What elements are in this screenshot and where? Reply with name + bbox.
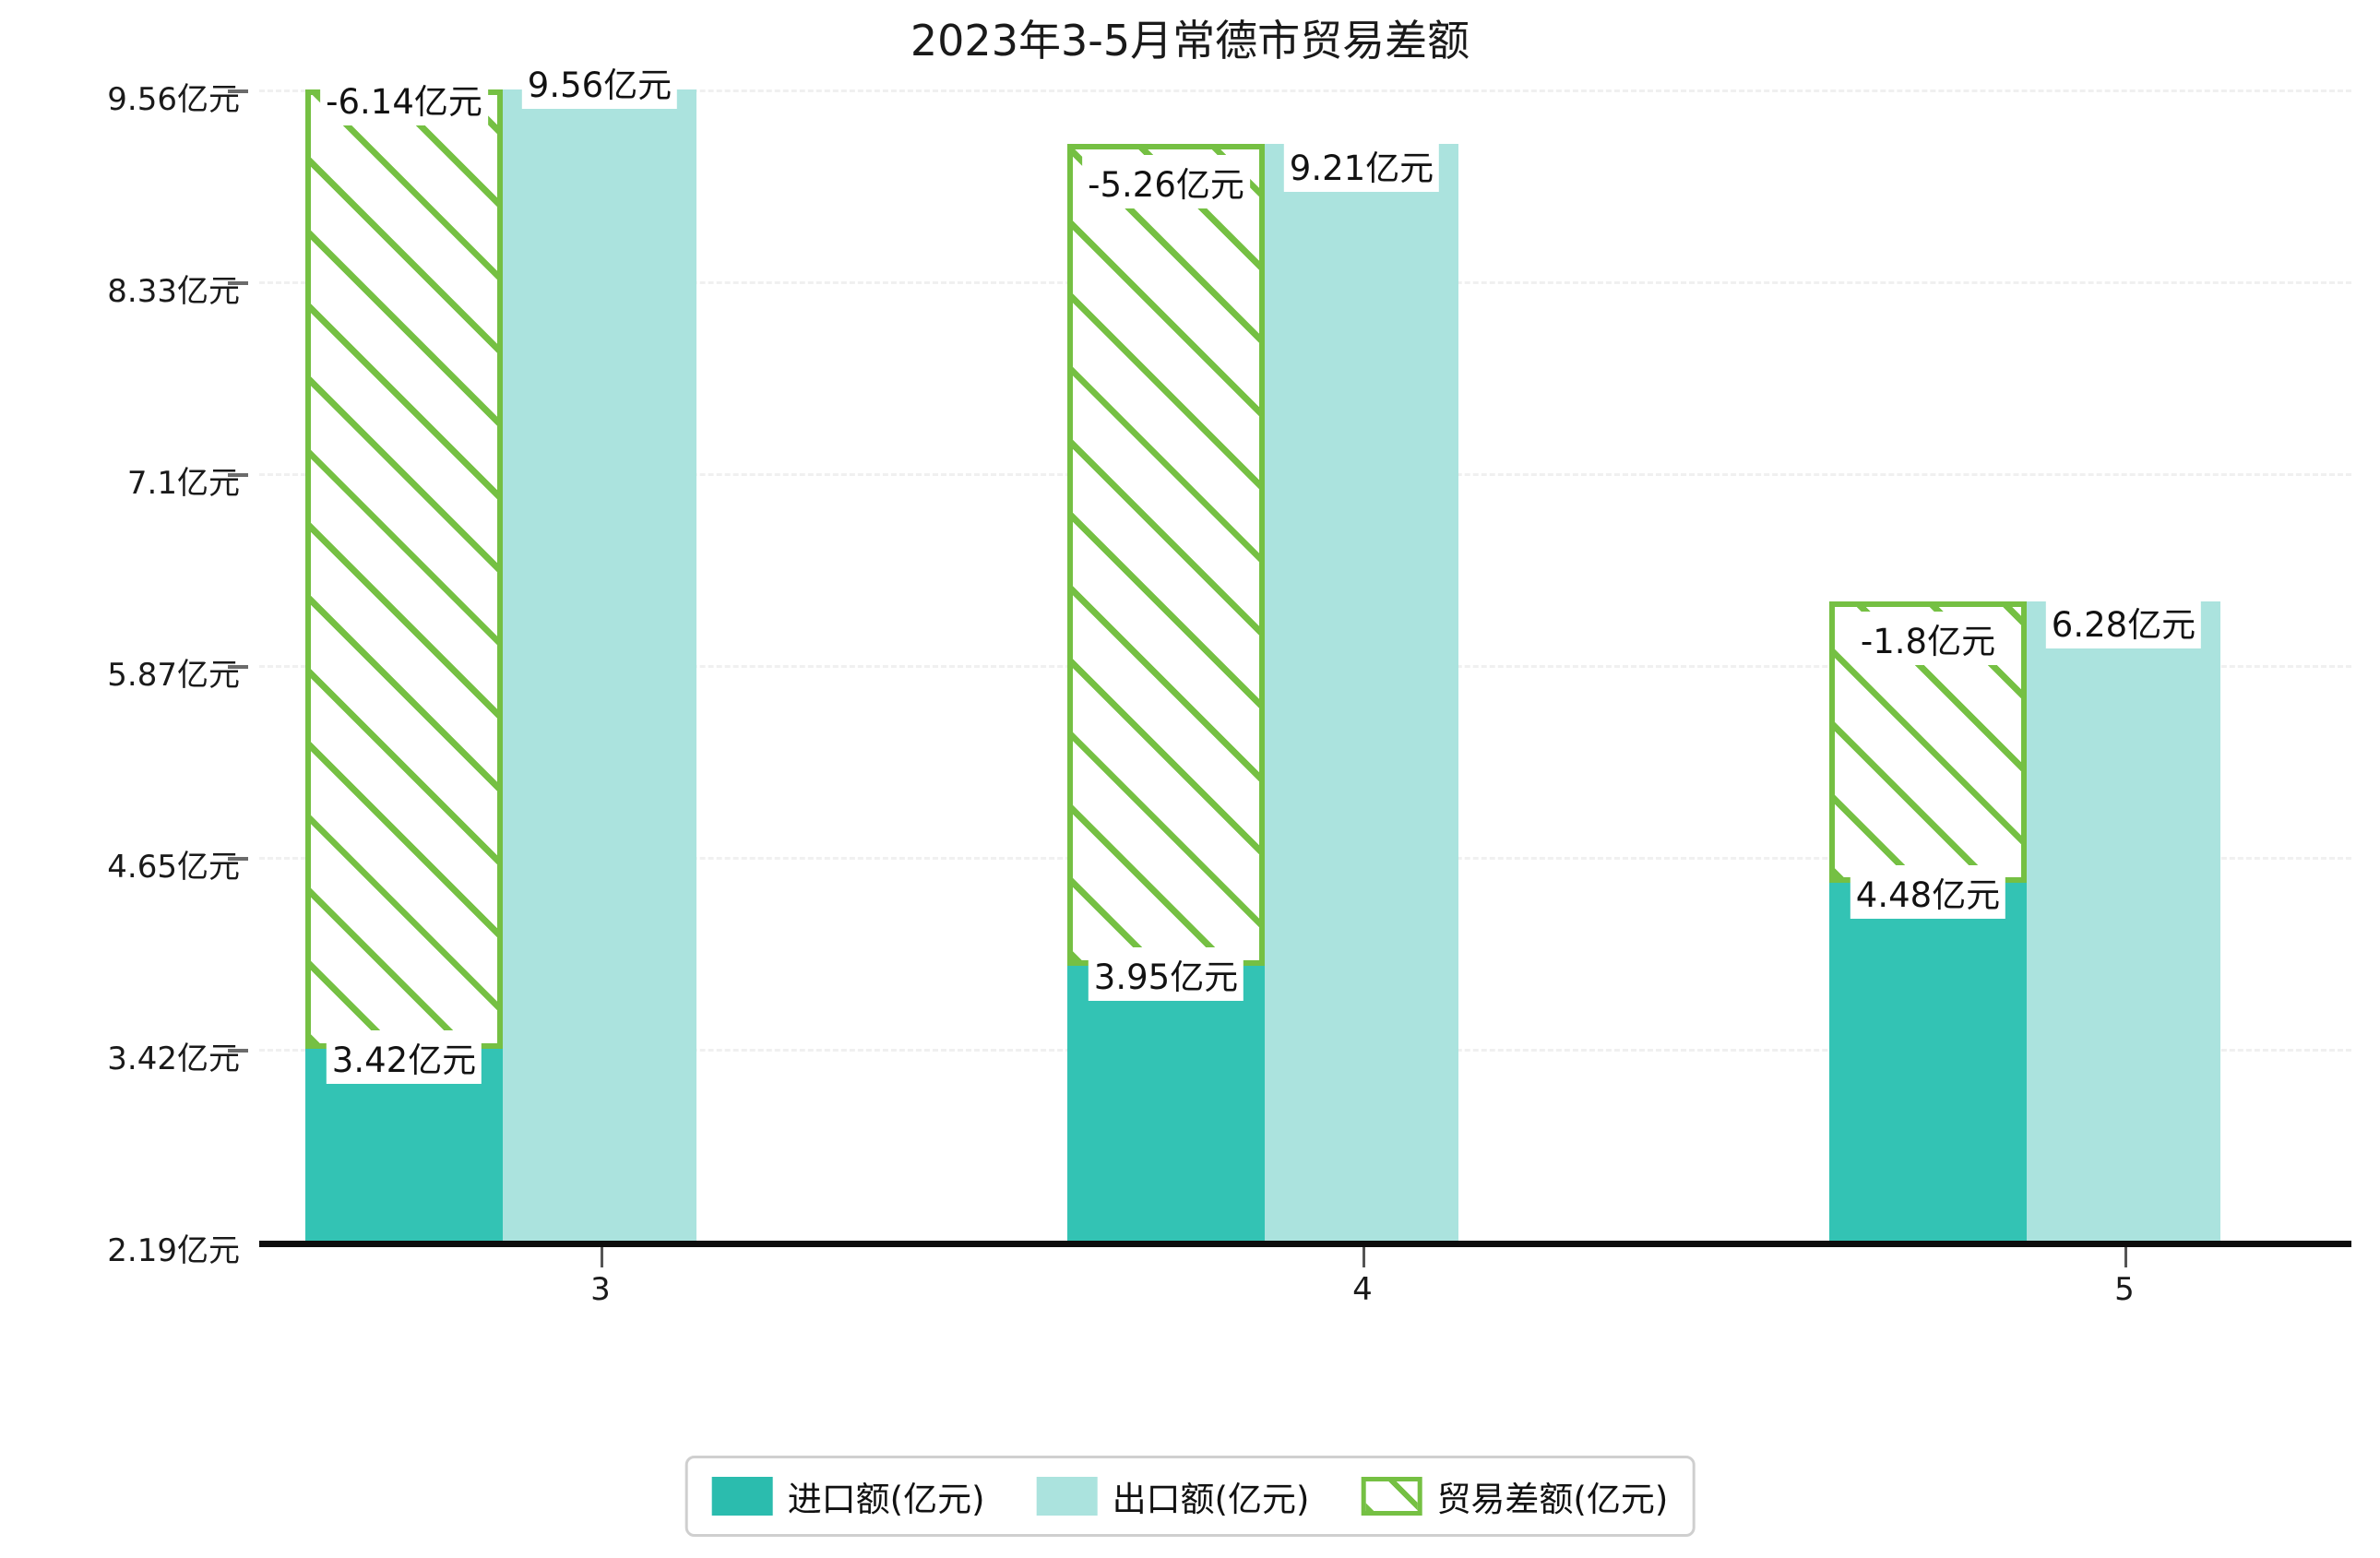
- x-tick-mark: [601, 1247, 603, 1267]
- x-tick-label-4: 4: [1352, 1271, 1373, 1308]
- label-balance-3: -6.14亿元: [320, 72, 488, 125]
- bar-balance-3[interactable]: [305, 89, 503, 1049]
- label-export-4: 9.21亿元: [1283, 138, 1440, 192]
- x-tick-label-3: 3: [590, 1271, 611, 1308]
- y-tick-label: 3.42亿元: [107, 1041, 240, 1077]
- label-export-3: 9.56亿元: [521, 55, 678, 109]
- label-import-5: 4.48亿元: [1850, 865, 2006, 919]
- x-tick-label-5: 5: [2114, 1271, 2135, 1308]
- legend-swatch-balance-icon: [1361, 1477, 1422, 1516]
- legend-swatch-import-icon: [711, 1477, 773, 1516]
- bar-import-4[interactable]: [1067, 966, 1265, 1241]
- legend-item-export[interactable]: 出口额(亿元): [1036, 1471, 1310, 1521]
- gridline: [259, 89, 2351, 92]
- label-import-4: 3.95亿元: [1088, 947, 1244, 1001]
- y-tick-label: 7.1亿元: [126, 465, 240, 502]
- label-export-5: 6.28亿元: [2045, 595, 2202, 648]
- y-tick-label: 5.87亿元: [107, 657, 240, 694]
- y-tick-label: 2.19亿元: [107, 1232, 240, 1269]
- x-axis-line: [259, 1241, 2351, 1247]
- x-tick-mark: [2124, 1247, 2127, 1267]
- label-balance-5: -1.8亿元: [1854, 612, 2002, 665]
- y-tick-mark: [228, 281, 248, 285]
- y-tick-mark: [228, 857, 248, 861]
- chart-title: 2023年3-5月常德市贸易差额: [910, 16, 1470, 65]
- y-tick-mark: [228, 473, 248, 477]
- legend-label-import: 进口额(亿元): [787, 1480, 985, 1519]
- bar-export-5[interactable]: [2027, 601, 2220, 1241]
- bar-export-4[interactable]: [1265, 144, 1458, 1241]
- y-tick-mark: [228, 665, 248, 669]
- label-balance-4: -5.26亿元: [1082, 155, 1250, 208]
- x-tick-mark: [1363, 1247, 1365, 1267]
- legend-item-import[interactable]: 进口额(亿元): [711, 1471, 985, 1521]
- legend-swatch-export-icon: [1036, 1477, 1098, 1516]
- bar-balance-4[interactable]: [1067, 144, 1265, 966]
- bar-import-5[interactable]: [1829, 883, 2027, 1241]
- label-import-3: 3.42亿元: [326, 1030, 482, 1084]
- legend-label-balance: 贸易差额(亿元): [1436, 1480, 1669, 1519]
- y-tick-mark: [228, 1049, 248, 1053]
- plot-area: [259, 89, 2351, 1241]
- y-tick-mark: [228, 89, 248, 93]
- legend-label-export: 出口额(亿元): [1112, 1480, 1310, 1519]
- chart-legend: 进口额(亿元) 出口额(亿元) 贸易差额(亿元): [684, 1456, 1696, 1537]
- bar-export-3[interactable]: [503, 89, 696, 1241]
- y-tick-label: 9.56亿元: [107, 81, 240, 118]
- legend-item-balance[interactable]: 贸易差额(亿元): [1361, 1471, 1668, 1521]
- y-tick-label: 8.33亿元: [107, 273, 240, 310]
- y-tick-label: 4.65亿元: [107, 849, 240, 886]
